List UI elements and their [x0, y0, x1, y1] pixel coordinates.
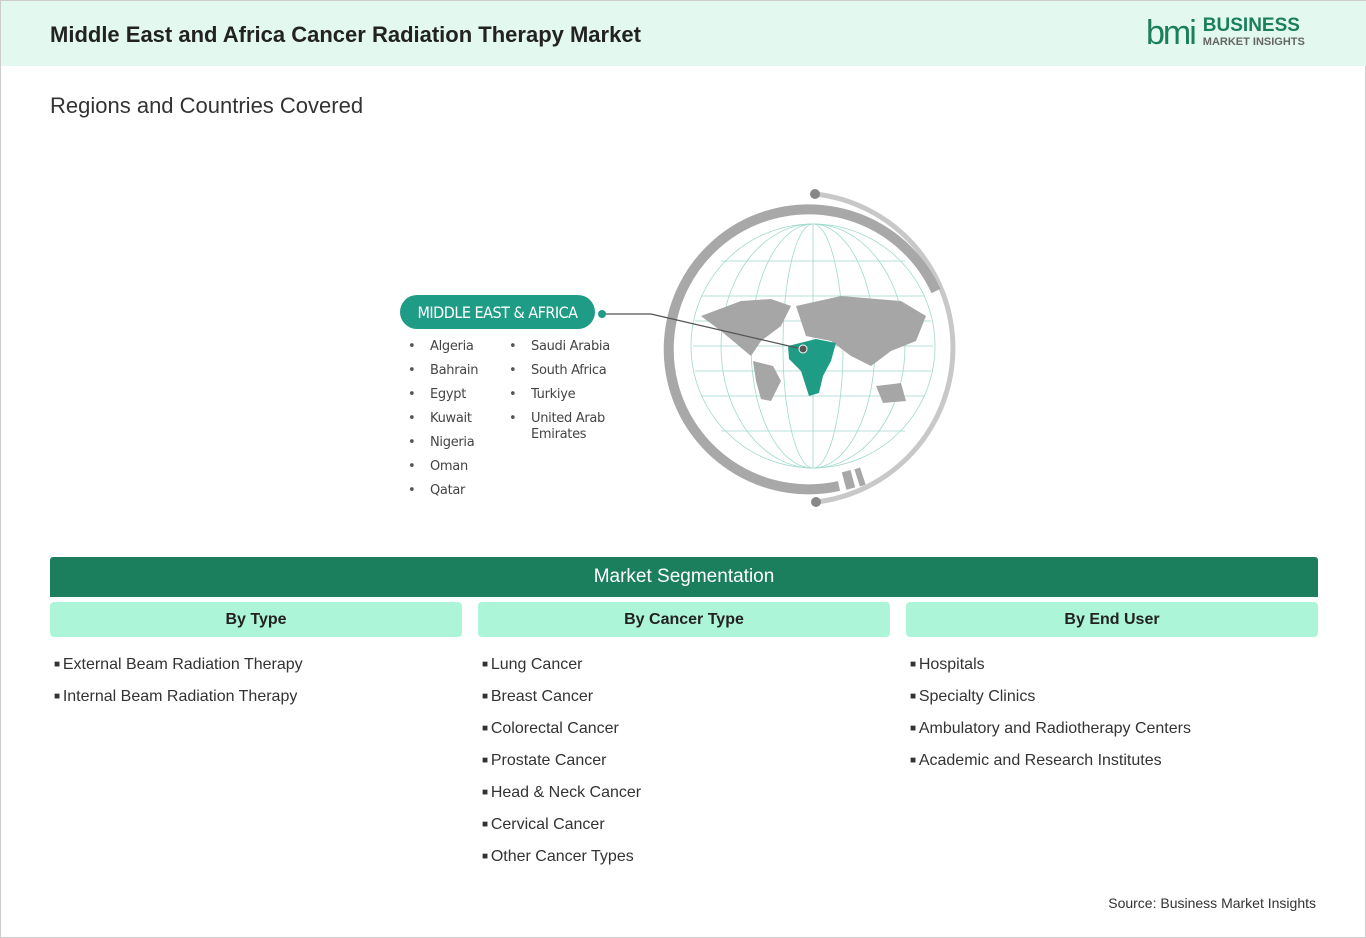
country-item: Nigeria [408, 435, 478, 459]
segment-item: Prostate Cancer [482, 752, 641, 784]
segment-item: Academic and Research Institutes [910, 752, 1191, 784]
segment-heading-type: By Type [50, 602, 462, 637]
arc-end-bottom [811, 497, 821, 507]
logo-mark: bmi [1146, 14, 1197, 52]
segment-list-type: External Beam Radiation Therapy Internal… [54, 656, 303, 720]
countries-list-2: Saudi Arabia South Africa Turkiye United… [509, 339, 619, 451]
country-item: Oman [408, 459, 478, 483]
logo: bmi BUSINESS MARKET INSIGHTS [1146, 14, 1305, 52]
countries-list-1: Algeria Bahrain Egypt Kuwait Nigeria Oma… [408, 339, 478, 507]
thick-ring [663, 204, 941, 495]
location-marker [798, 344, 808, 354]
globe-illustration [598, 189, 956, 507]
country-item: Kuwait [408, 411, 478, 435]
segment-heading-end-user: By End User [906, 602, 1318, 637]
region-label: MIDDLE EAST & AFRICA [400, 295, 595, 329]
country-item: Algeria [408, 339, 478, 363]
logo-line1: BUSINESS [1202, 15, 1300, 36]
page-title: Middle East and Africa Cancer Radiation … [50, 22, 641, 47]
segment-item: Internal Beam Radiation Therapy [54, 688, 303, 720]
logo-line2: MARKET INSIGHTS [1202, 36, 1305, 48]
segment-item: Specialty Clinics [910, 688, 1191, 720]
segment-item: Cervical Cancer [482, 816, 641, 848]
country-item: Egypt [408, 387, 478, 411]
segment-item: Ambulatory and Radiotherapy Centers [910, 720, 1191, 752]
segmentation-title: Market Segmentation [50, 557, 1318, 597]
segment-item: Lung Cancer [482, 656, 641, 688]
segment-item: Other Cancer Types [482, 848, 641, 880]
country-item: South Africa [509, 363, 619, 379]
world-map [701, 296, 926, 403]
outer-thin-arc [814, 191, 956, 505]
header: Middle East and Africa Cancer Radiation … [1, 1, 1366, 66]
segment-item: Breast Cancer [482, 688, 641, 720]
regions-heading: Regions and Countries Covered [50, 93, 364, 118]
country-item: Bahrain [408, 363, 478, 387]
segment-item: Colorectal Cancer [482, 720, 641, 752]
segment-item: External Beam Radiation Therapy [54, 656, 303, 688]
segment-item: Hospitals [910, 656, 1191, 688]
mea-region [788, 339, 836, 396]
country-item: United Arab Emirates [509, 411, 619, 443]
country-item: Turkiye [509, 387, 619, 403]
arc-end-top [810, 189, 820, 199]
source-note: Source: Business Market Insights [1108, 895, 1316, 911]
segment-item: Head & Neck Cancer [482, 784, 641, 816]
segment-list-end-user: Hospitals Specialty Clinics Ambulatory a… [910, 656, 1191, 784]
country-item: Qatar [408, 483, 478, 507]
country-item: Saudi Arabia [509, 339, 619, 355]
segment-list-cancer-type: Lung Cancer Breast Cancer Colorectal Can… [482, 656, 641, 880]
segment-heading-cancer-type: By Cancer Type [478, 602, 890, 637]
